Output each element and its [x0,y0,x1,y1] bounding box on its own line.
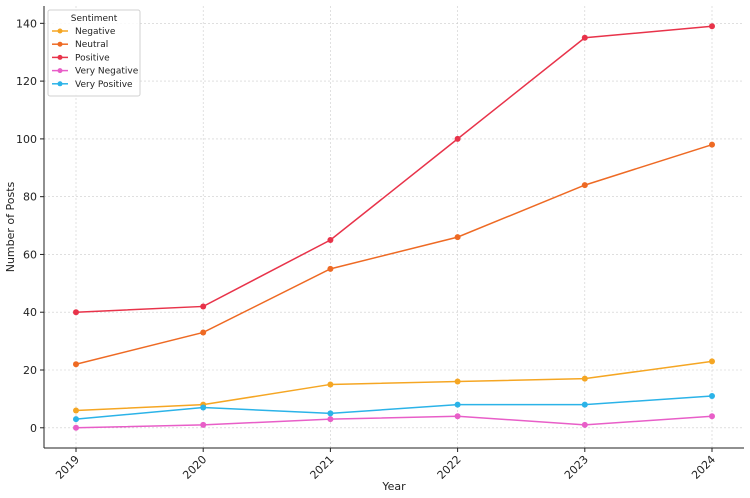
data-point-positive [200,303,207,310]
data-point-neutral [200,329,207,336]
data-point-neutral [581,182,588,189]
data-point-very-positive [581,401,588,408]
data-point-neutral [709,141,715,148]
legend-label-neutral: Neutral [75,40,108,50]
legend-label-very-negative: Very Negative [75,67,139,77]
series-line-very-positive [75,395,713,420]
data-point-neutral [73,361,79,368]
data-point-very-negative [327,416,334,423]
y-tick-label: 0 [30,422,37,435]
legend-marker-neutral [57,41,63,47]
data-point-positive [581,34,588,41]
legend-title: Sentiment [71,14,118,24]
x-tick-label: 2021 [308,453,337,482]
data-point-very-negative [73,424,79,431]
legend: Sentiment Negative Neutral Positive Very Neg… [47,9,141,97]
data-point-positive [73,309,79,316]
data-point-positive [327,237,334,243]
data-point-positive [709,23,715,30]
y-tick-label: 120 [16,75,37,88]
legend-label-negative: Negative [75,27,116,37]
series-line-very-negative [75,415,713,429]
data-point-very-positive [200,404,207,411]
data-point-negative [73,407,79,414]
data-point-very-negative [454,413,461,420]
y-tick-label: 40 [23,306,37,319]
data-point-negative [581,375,588,382]
x-tick-label: 2024 [689,453,718,482]
data-point-positive [454,135,461,142]
x-axis-title: Year [381,480,406,493]
data-point-negative [327,381,334,388]
x-tick-label: 2022 [435,453,464,482]
data-point-very-negative [200,421,207,428]
series-line-negative [75,360,713,412]
y-tick-label: 20 [23,364,37,377]
legend-label-positive: Positive [75,53,110,63]
data-point-very-positive [327,410,334,417]
legend-marker-very-negative [57,68,63,74]
data-point-very-positive [454,401,461,408]
data-point-negative [454,378,461,385]
x-tick-label: 2019 [53,453,82,482]
x-tick-label: 2020 [180,453,209,482]
y-tick-label: 140 [16,17,37,30]
data-point-neutral [454,234,461,241]
data-point-neutral [327,265,334,272]
series-lines [73,23,715,431]
data-point-very-positive [73,416,79,423]
legend-marker-very-positive [57,81,63,87]
legend-marker-negative [57,28,63,34]
y-tick-label: 80 [23,191,37,204]
series-line-neutral [75,143,713,365]
data-point-very-negative [581,421,588,428]
series-line-positive [75,25,713,313]
legend-label-very-positive: Very Positive [75,80,133,90]
y-tick-label: 100 [16,133,37,146]
data-point-negative [709,358,715,365]
x-tick-label: 2023 [562,453,591,482]
legend-box [47,9,141,97]
y-tick-label: 60 [23,248,37,261]
data-point-very-positive [709,393,715,399]
legend-marker-positive [57,54,63,60]
data-point-very-negative [709,413,715,420]
grid [44,6,744,448]
y-axis-title: Number of Posts [4,181,17,272]
